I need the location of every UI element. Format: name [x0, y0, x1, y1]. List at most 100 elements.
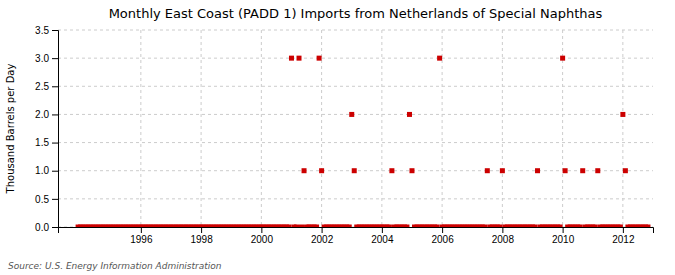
point — [623, 168, 628, 173]
x-tick-mark — [261, 227, 262, 233]
y-tick: 2.5 — [35, 81, 58, 92]
point — [618, 225, 623, 228]
x-grid-line — [140, 30, 141, 227]
y-grid-line — [58, 114, 653, 115]
point — [289, 56, 294, 61]
annotation: Source: U.S. Energy Information Administ… — [8, 261, 222, 271]
points — [76, 56, 651, 227]
x-tick-mark — [201, 227, 202, 233]
point — [404, 225, 409, 228]
point — [389, 168, 394, 173]
point — [558, 225, 563, 228]
x-axis: 1996 1998 2000 2002 2004 2006 2008 2010 2012 — [59, 227, 654, 245]
x-tick-mark — [623, 227, 624, 233]
x-tick-mark — [442, 227, 443, 233]
x-tick-mark — [382, 227, 383, 233]
point — [580, 168, 585, 173]
x-tick-label: 2002 — [311, 234, 334, 245]
y-tick-label: 2.5 — [35, 81, 49, 92]
point — [535, 168, 540, 173]
x-axis-line — [59, 228, 654, 234]
y-grid-line — [58, 142, 653, 143]
point — [299, 225, 304, 228]
point — [347, 225, 352, 228]
grid — [58, 30, 653, 227]
x-tick-label: 2004 — [371, 234, 394, 245]
point — [497, 225, 502, 228]
y-tick-label: 0.0 — [35, 222, 49, 233]
x-tick-mark — [563, 227, 564, 233]
x-tick: 2006 — [431, 227, 454, 245]
y-tick-mark — [52, 227, 58, 228]
y-grid-line — [58, 86, 653, 87]
point — [319, 168, 324, 173]
point — [485, 168, 490, 173]
x-tick: 2012 — [612, 227, 635, 245]
y-tick-label: 0.5 — [35, 194, 49, 205]
x-tick-label: 1998 — [190, 234, 213, 245]
y-tick-mark — [52, 58, 58, 59]
x-grid-line — [381, 30, 382, 227]
y-grid-line — [58, 198, 653, 199]
x-grid-line — [201, 30, 202, 227]
x-tick: 1996 — [130, 227, 153, 245]
y-tick-label: 3.5 — [35, 25, 49, 36]
title: Monthly East Coast (PADD 1) Imports from… — [109, 6, 603, 21]
y-tick-mark — [52, 171, 58, 172]
chart: 1996199820002002200420062008201020120.00… — [0, 0, 675, 275]
y-tick-label: 1.5 — [35, 137, 49, 148]
point — [578, 225, 583, 228]
x-tick: 2008 — [492, 227, 515, 245]
x-tick: 2000 — [251, 227, 274, 245]
point — [563, 168, 568, 173]
x-tick-mark — [322, 227, 323, 233]
point — [532, 225, 537, 228]
point — [302, 168, 307, 173]
point — [294, 225, 299, 228]
y-grid-line — [58, 30, 653, 31]
y-axis-title: Thousand Barrels per Day — [5, 64, 16, 195]
x-grid-line — [502, 30, 503, 227]
x-tick-label: 2008 — [492, 234, 515, 245]
plot: 1996199820002002200420062008201020120.00… — [35, 25, 653, 245]
y-tick: 0.0 — [35, 222, 58, 233]
point — [286, 225, 291, 228]
y-tick-mark — [52, 143, 58, 144]
point — [595, 168, 600, 173]
y-tick: 1.0 — [35, 165, 58, 176]
y-tick-mark — [52, 30, 58, 31]
y-tick: 3.0 — [35, 53, 58, 64]
point — [620, 112, 625, 117]
x-grid-line — [622, 30, 623, 227]
point — [407, 112, 412, 117]
point — [500, 168, 505, 173]
y-tick-mark — [52, 199, 58, 200]
x-tick: 2010 — [552, 227, 575, 245]
y-tick: 3.5 — [35, 25, 58, 36]
y-tick: 0.5 — [35, 194, 58, 205]
x-tick-label: 2006 — [431, 234, 454, 245]
point — [349, 112, 354, 117]
point — [352, 168, 357, 173]
x-tick-label: 1996 — [130, 234, 153, 245]
point — [482, 225, 487, 228]
y-tick-mark — [52, 86, 58, 87]
point — [317, 56, 322, 61]
point — [437, 56, 442, 61]
point — [560, 56, 565, 61]
x-tick-mark — [141, 227, 142, 233]
y-axis-line — [52, 31, 59, 228]
x-tick-label: 2000 — [251, 234, 274, 245]
point — [409, 168, 414, 173]
x-tick: 2002 — [311, 227, 334, 245]
x-tick-label: 2012 — [612, 234, 635, 245]
x-grid-line — [261, 30, 262, 227]
point — [435, 225, 440, 228]
x-tick-mark — [502, 227, 503, 233]
y-tick-label: 2.0 — [35, 109, 49, 120]
y-tick-label: 1.0 — [35, 165, 49, 176]
point — [297, 56, 302, 61]
point — [314, 225, 319, 228]
y-axis: 0.0 0.5 1.0 1.5 2.0 2.5 3.0 3.5 — [35, 25, 58, 233]
point — [645, 225, 650, 228]
